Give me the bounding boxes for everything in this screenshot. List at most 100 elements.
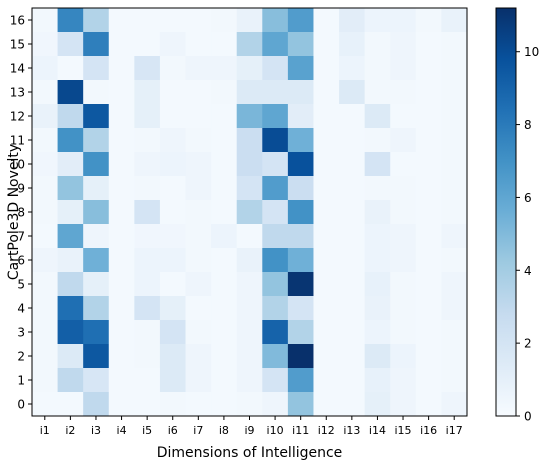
heatmap-cell — [134, 200, 161, 225]
heatmap-cell — [236, 368, 263, 393]
heatmap-cell — [339, 56, 366, 81]
heatmap-cell — [441, 152, 468, 177]
heatmap-cell — [159, 176, 187, 201]
heatmap-cell — [83, 128, 110, 153]
heatmap-cell — [211, 152, 238, 177]
heatmap-cell — [159, 104, 187, 129]
heatmap-cell — [364, 128, 391, 153]
heatmap-cell — [262, 248, 289, 273]
y-tick-label: 1 — [17, 374, 25, 388]
heatmap-cell — [134, 80, 161, 105]
heatmap-cell — [415, 392, 442, 417]
heatmap-cell — [134, 272, 161, 297]
colorbar-tick-label: 8 — [524, 118, 532, 132]
heatmap-cell — [211, 128, 238, 153]
x-tick-label: i3 — [91, 424, 101, 437]
heatmap-cell — [236, 8, 263, 33]
heatmap-cell — [108, 176, 135, 201]
heatmap-cell — [185, 152, 212, 177]
heatmap-cell — [339, 32, 366, 57]
heatmap-cell — [211, 344, 238, 369]
heatmap-cell — [262, 104, 289, 129]
heatmap-cell — [185, 248, 212, 273]
heatmap-cell — [159, 296, 187, 321]
heatmap-cell — [441, 224, 468, 249]
heatmap-cell — [185, 296, 212, 321]
heatmap-cell — [108, 224, 135, 249]
heatmap-cell — [83, 224, 110, 249]
heatmap-cell — [83, 200, 110, 225]
heatmap-cell — [211, 296, 238, 321]
heatmap-cell — [57, 296, 84, 321]
heatmap-cell — [108, 80, 135, 105]
heatmap-cell — [83, 344, 110, 369]
colorbar-tick-label: 0 — [524, 410, 532, 424]
heatmap-cell — [211, 56, 238, 81]
heatmap-cell — [390, 224, 417, 249]
heatmap-cell — [415, 32, 442, 57]
heatmap-cell — [287, 272, 314, 297]
heatmap-cell — [441, 296, 468, 321]
heatmap-cell — [32, 320, 59, 345]
heatmap-cell — [415, 128, 442, 153]
heatmap-cell — [390, 272, 417, 297]
y-tick-label: 10 — [10, 158, 25, 172]
y-tick-label: 8 — [17, 206, 25, 220]
heatmap-cell — [159, 320, 187, 345]
x-tick-label: i15 — [394, 424, 411, 437]
heatmap-cell — [287, 56, 314, 81]
heatmap-cell — [364, 200, 391, 225]
x-axis-label: Dimensions of Intelligence — [157, 445, 343, 461]
heatmap-cell — [364, 272, 391, 297]
y-tick-label: 9 — [17, 182, 25, 196]
heatmap-cell — [415, 200, 442, 225]
heatmap-cell — [415, 104, 442, 129]
heatmap-cell — [415, 224, 442, 249]
heatmap-cell — [364, 296, 391, 321]
heatmap-cell — [339, 368, 366, 393]
heatmap-cell — [262, 8, 289, 33]
heatmap-cell — [32, 152, 59, 177]
heatmap-cell — [32, 8, 59, 33]
heatmap-cell — [134, 320, 161, 345]
heatmap-cell — [313, 8, 340, 33]
heatmap-cell — [236, 152, 263, 177]
y-tick-label: 16 — [10, 14, 25, 28]
colorbar-tick-label: 2 — [524, 337, 532, 351]
heatmap-cell — [339, 176, 366, 201]
heatmap-cell — [339, 248, 366, 273]
heatmap-cell — [313, 320, 340, 345]
heatmap-cell — [262, 32, 289, 57]
x-tick-label: i12 — [318, 424, 335, 437]
heatmap-cell — [364, 320, 391, 345]
heatmap-cell — [83, 272, 110, 297]
heatmap-cell — [211, 248, 238, 273]
y-tick-label: 3 — [17, 326, 25, 340]
heatmap-cell — [364, 368, 391, 393]
heatmap-cell — [339, 152, 366, 177]
heatmap-cell — [313, 80, 340, 105]
heatmap-cell — [415, 80, 442, 105]
y-axis-label: CartPole3D Novelty — [6, 144, 22, 280]
heatmap-cell — [287, 248, 314, 273]
heatmap-cell — [57, 152, 84, 177]
heatmap-cell — [32, 104, 59, 129]
heatmap-cell — [313, 296, 340, 321]
heatmap-cell — [313, 32, 340, 57]
x-tick-label: i9 — [244, 424, 254, 437]
heatmap-cell — [134, 344, 161, 369]
heatmap-cell — [262, 80, 289, 105]
heatmap-cell — [83, 368, 110, 393]
heatmap-cell — [415, 248, 442, 273]
heatmap-cell — [185, 104, 212, 129]
heatmap-cell — [441, 176, 468, 201]
heatmap-cell — [134, 152, 161, 177]
heatmap-cell — [83, 176, 110, 201]
heatmap-cell — [32, 344, 59, 369]
heatmap-cell — [287, 296, 314, 321]
heatmap-cell — [313, 56, 340, 81]
y-tick-label: 15 — [10, 38, 25, 52]
heatmap-cell — [441, 128, 468, 153]
heatmap-cell — [134, 248, 161, 273]
heatmap-cell — [390, 80, 417, 105]
